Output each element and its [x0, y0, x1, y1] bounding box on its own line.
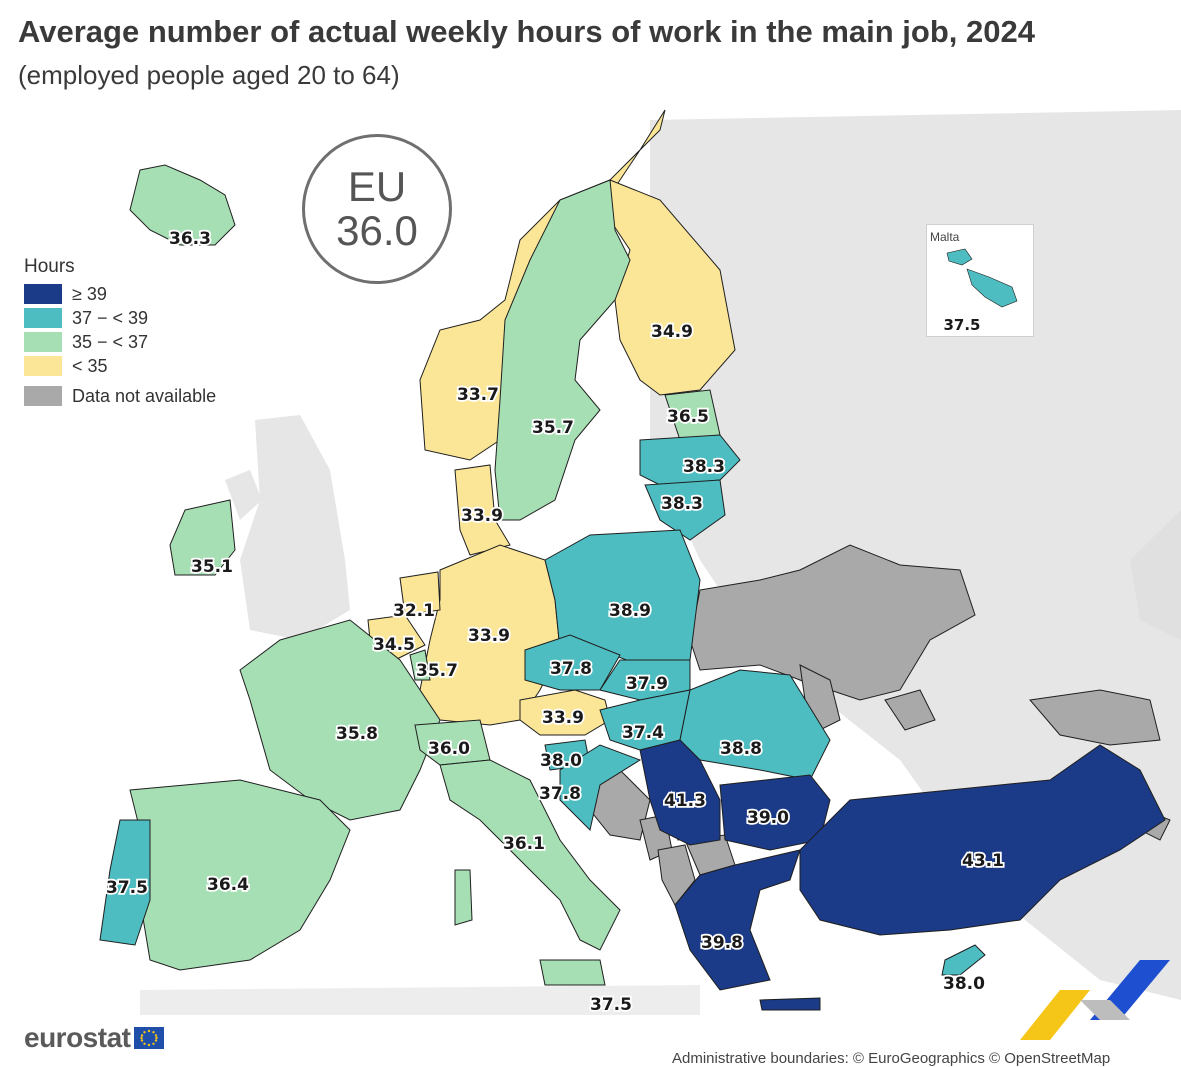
ireland — [169, 499, 236, 576]
portugal — [99, 819, 151, 946]
legend-item: < 35 — [24, 354, 216, 378]
value-label-belgium: 34.5 — [373, 635, 415, 655]
value-label-portugal: 37.5 — [106, 878, 148, 898]
value-label-poland: 38.9 — [609, 601, 651, 621]
legend-label: Data not available — [72, 385, 217, 406]
value-label-sicily: 37.5 — [590, 995, 632, 1015]
iceland — [129, 164, 236, 246]
value-label-turkiye: 43.1 — [962, 851, 1004, 871]
map-credit: Administrative boundaries: © EuroGeograp… — [672, 1050, 1111, 1067]
35to37-countries — [129, 164, 721, 986]
value-label-slovenia: 38.0 — [540, 751, 582, 771]
legend-label: < 35 — [72, 355, 108, 376]
value-label-slovakia: 37.9 — [626, 674, 668, 694]
greece — [674, 849, 801, 991]
legend-item: 35 − < 37 — [24, 330, 216, 354]
malta-inset-title: Malta — [930, 230, 960, 244]
value-label-finland: 34.9 — [651, 322, 693, 342]
georgia — [1029, 689, 1161, 746]
value-label-ireland: 35.1 — [191, 557, 233, 577]
eu-badge-value: 36.0 — [336, 207, 418, 254]
legend-title: Hours — [24, 256, 75, 277]
value-label-hungary: 37.4 — [622, 723, 664, 743]
legend-swatch — [24, 356, 62, 376]
value-label-iceland: 36.3 — [169, 229, 211, 249]
serbia — [639, 739, 721, 846]
legend-label: 37 − < 39 — [72, 307, 149, 328]
value-label-romania: 38.8 — [720, 739, 762, 759]
37to39-countries — [99, 434, 986, 976]
legend-label: ≥ 39 — [72, 283, 107, 304]
value-label-luxembourg: 35.7 — [416, 661, 458, 681]
logo-text: eurostat — [24, 1022, 131, 1053]
ukraine — [689, 544, 976, 701]
sicily — [539, 959, 606, 986]
slovakia — [599, 659, 691, 701]
value-label-italy: 36.1 — [503, 834, 545, 854]
legend-item: ≥ 39 — [24, 282, 216, 306]
sardinia — [454, 869, 473, 926]
france — [239, 619, 441, 821]
legend-swatch — [24, 308, 62, 328]
gte39-countries — [639, 739, 1166, 1011]
sweden — [494, 179, 631, 521]
background-land — [140, 110, 1181, 1015]
value-label-cyprus: 38.0 — [943, 974, 985, 994]
eurostat-logo: eurostat — [24, 1022, 165, 1054]
gozo-shape — [946, 248, 973, 266]
value-label-croatia: 37.8 — [539, 784, 581, 804]
value-label-serbia: 41.3 — [664, 791, 706, 811]
value-label-germany: 33.9 — [468, 626, 510, 646]
italy — [439, 759, 621, 951]
luxembourg — [409, 649, 431, 681]
croatia — [559, 744, 642, 831]
malta-inset: Malta 37.5 — [926, 224, 1034, 337]
value-label-bulgaria: 39.0 — [747, 808, 789, 828]
finland — [609, 179, 736, 396]
eu-badge-label: EU — [347, 163, 407, 210]
value-label-netherlands: 32.1 — [393, 601, 435, 621]
crimea — [884, 689, 936, 731]
legend-swatch — [24, 284, 62, 304]
value-label-denmark: 33.9 — [461, 506, 503, 526]
austria — [519, 689, 611, 736]
cyprus — [941, 944, 986, 976]
value-label-switzerland: 36.0 — [428, 739, 470, 759]
value-label-estonia: 36.5 — [667, 407, 709, 427]
value-labels: 36.3 33.7 35.7 34.9 36.5 38.3 38.3 33.9 … — [104, 227, 1005, 1017]
crete — [759, 997, 821, 1011]
moldova — [799, 664, 841, 731]
legend-item: Data not available — [24, 384, 216, 408]
legend-swatch — [24, 332, 62, 352]
value-label-france: 35.8 — [336, 724, 378, 744]
eu-average-badge: EU 36.0 — [302, 134, 452, 284]
chart-subtitle: (employed people aged 20 to 64) — [18, 60, 400, 90]
turkiye — [799, 744, 1166, 936]
lithuania — [644, 479, 726, 541]
corner-decoration — [1020, 960, 1170, 1040]
netherlands — [399, 571, 441, 616]
value-label-latvia: 38.3 — [683, 457, 725, 477]
value-label-austria: 33.9 — [542, 708, 584, 728]
value-label-spain: 36.4 — [207, 875, 249, 895]
legend-label: 35 − < 37 — [72, 331, 149, 352]
united-kingdom — [240, 415, 350, 640]
legend: Hours ≥ 39 37 − < 39 35 − < 37 < 35 Data… — [24, 256, 216, 408]
value-label-greece: 39.8 — [701, 933, 743, 953]
value-label-lithuania: 38.3 — [661, 494, 703, 514]
value-label-czechia: 37.8 — [550, 659, 592, 679]
value-label-norway: 33.7 — [457, 385, 499, 405]
legend-swatch — [24, 386, 62, 406]
malta-map: 37.5 — [942, 248, 1018, 336]
value-label-sweden: 35.7 — [532, 418, 574, 438]
malta-shape — [966, 268, 1018, 308]
value-label-malta: 37.5 — [943, 316, 980, 334]
legend-item: 37 − < 39 — [24, 306, 216, 330]
chart-title: Average number of actual weekly hours of… — [18, 14, 1035, 49]
denmark — [454, 464, 511, 556]
eu-flag-icon — [134, 1027, 165, 1049]
